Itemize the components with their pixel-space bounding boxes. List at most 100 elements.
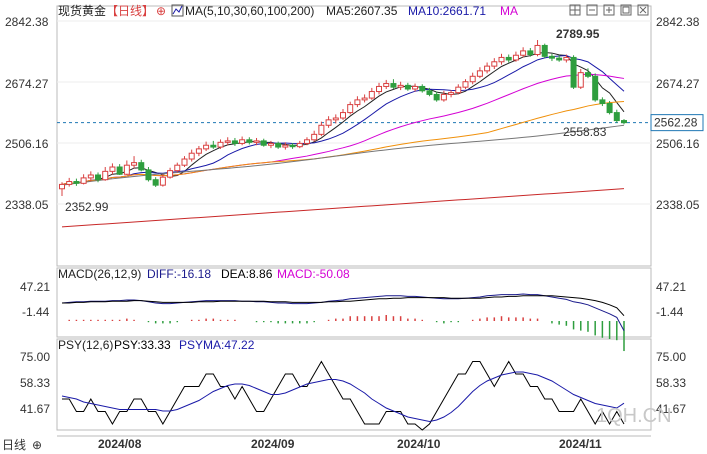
candlestick	[275, 141, 282, 149]
chart-title: 现货黄金	[58, 3, 106, 18]
minus-icon[interactable]	[586, 4, 598, 16]
candlestick	[66, 177, 73, 187]
candlestick	[541, 43, 548, 59]
candlestick	[448, 90, 455, 98]
candlestick	[592, 73, 599, 102]
psy-tick-left: 41.67	[20, 402, 50, 416]
candlestick	[267, 140, 274, 149]
candlestick	[347, 101, 354, 115]
price-tick-right: 2674.27	[656, 77, 700, 91]
candle-body	[505, 56, 512, 61]
candle-body	[340, 112, 346, 119]
candle-body	[145, 169, 152, 181]
candle-body	[376, 85, 383, 93]
candle-body	[289, 144, 296, 148]
plus-icon[interactable]	[603, 4, 615, 16]
price-axis-left: 2842.38 2674.27 2506.16 2338.05	[5, 15, 49, 212]
candle-body	[59, 183, 65, 190]
candlestick	[577, 69, 584, 89]
candle-body	[217, 141, 224, 148]
psy-tick-right: 58.33	[656, 376, 686, 390]
macd-tick-left: -1.44	[22, 305, 50, 319]
candlestick	[476, 67, 483, 79]
x-axis-label: 2024/09	[251, 437, 295, 451]
candlestick	[167, 167, 174, 179]
candle-body	[131, 162, 138, 166]
candle-body	[311, 133, 318, 141]
low-annotation-right: 2558.83	[563, 125, 607, 139]
macd-value: MACD:-50.08	[277, 267, 350, 281]
period-label[interactable]: 【日线】	[106, 4, 154, 18]
candle-body	[462, 81, 469, 88]
candlestick	[217, 139, 224, 149]
candlestick	[368, 87, 375, 100]
psy-panel	[61, 360, 625, 431]
candlestick	[87, 171, 94, 182]
macd-panel	[61, 293, 625, 352]
psy-tick-left: 75.00	[20, 350, 50, 364]
candlestick	[239, 136, 246, 146]
candlestick	[131, 156, 138, 169]
footer-settings-icon[interactable]: ⊕	[32, 438, 42, 452]
grid-icon[interactable]	[569, 4, 581, 16]
candle-body	[419, 85, 426, 92]
candlestick	[109, 163, 116, 175]
candlestick	[195, 145, 202, 157]
ma-params: MA(5,10,30,60,100,200)	[185, 4, 314, 18]
settings-icon[interactable]: ⊕	[156, 4, 166, 18]
candlestick	[325, 116, 332, 128]
candlestick	[332, 114, 339, 124]
candle-body	[246, 139, 253, 143]
candlestick	[606, 100, 613, 115]
maximize-icon[interactable]	[620, 4, 632, 16]
candlestick	[303, 137, 310, 146]
candle-body	[188, 152, 195, 160]
candle-body	[563, 56, 570, 61]
psyma-line	[61, 371, 625, 423]
candle-body	[556, 57, 563, 61]
candlestick	[188, 149, 195, 162]
candle-body	[195, 148, 202, 154]
candle-body	[390, 83, 397, 88]
close-icon[interactable]	[637, 4, 649, 16]
candle-body	[577, 72, 584, 88]
candle-body	[80, 177, 87, 184]
candle-body	[613, 112, 620, 122]
footer-period-tab[interactable]: 日线	[2, 438, 26, 452]
candlestick	[462, 79, 469, 89]
price-tick-left: 2506.16	[5, 137, 49, 151]
candle-body	[109, 166, 116, 172]
ma200-line	[61, 188, 625, 228]
candlestick	[152, 177, 159, 187]
macd-tick-right: 47.21	[656, 280, 686, 294]
candle-body	[541, 44, 548, 57]
candle-body	[318, 124, 325, 135]
candle-body	[476, 70, 483, 77]
panel-border	[56, 338, 652, 431]
candle-body	[73, 181, 80, 184]
ma-icon[interactable]	[171, 4, 184, 17]
candlestick	[224, 137, 231, 146]
candlestick	[556, 55, 563, 62]
candle-body	[354, 99, 361, 106]
candlestick	[527, 47, 534, 57]
candle-body	[599, 99, 606, 105]
candle-body	[167, 170, 174, 178]
candle-body	[303, 139, 310, 144]
candlestick	[260, 138, 267, 147]
x-axis-label: 2024/11	[559, 437, 602, 451]
candle-body	[498, 56, 505, 63]
candle-body	[66, 181, 73, 185]
candlestick	[340, 108, 346, 120]
candle-body	[512, 54, 519, 61]
candlestick	[419, 84, 426, 93]
candlestick	[570, 55, 577, 89]
candlestick	[433, 91, 440, 102]
price-tick-right: 2506.16	[656, 137, 700, 151]
candle-body	[260, 140, 267, 146]
panel-border	[56, 267, 652, 338]
candlestick	[584, 68, 591, 79]
candle-body	[361, 97, 368, 101]
price-tick-left: 2674.27	[5, 77, 49, 91]
candlestick	[318, 121, 325, 137]
